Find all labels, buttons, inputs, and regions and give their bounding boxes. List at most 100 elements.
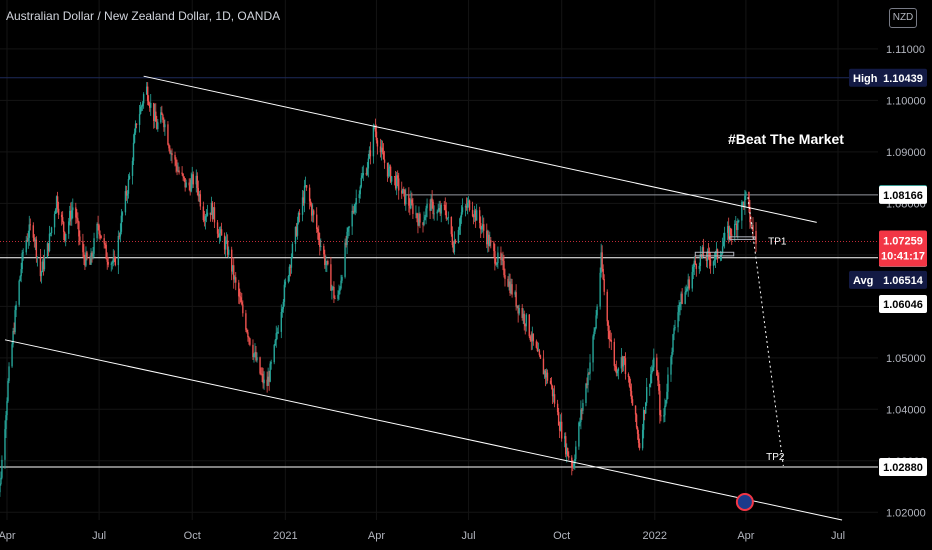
candle-body: [365, 173, 368, 175]
candle: [5, 411, 7, 438]
candle: [320, 238, 322, 251]
candle-body: [209, 212, 212, 215]
candle: [283, 279, 286, 307]
candle-body: [453, 240, 456, 252]
candle-body: [287, 276, 290, 282]
currency-badge[interactable]: NZD: [889, 8, 917, 28]
candle: [224, 236, 227, 257]
x-tick-label: Jul: [92, 530, 106, 542]
candle: [79, 230, 81, 245]
candle: [297, 211, 300, 225]
candle: [92, 246, 94, 260]
candle: [444, 197, 446, 216]
candle-body: [395, 175, 398, 189]
candle: [204, 214, 207, 230]
candle-body: [445, 210, 447, 219]
candle: [239, 288, 241, 305]
candle: [22, 248, 24, 261]
candle-body: [742, 202, 744, 203]
candle: [433, 205, 435, 221]
candle: [355, 189, 357, 214]
price-tag: 1.02880: [879, 457, 927, 476]
candle: [359, 185, 361, 199]
candle: [86, 250, 88, 261]
candle-body: [26, 240, 28, 241]
candle: [280, 304, 283, 339]
candle-body: [41, 261, 44, 273]
candle: [738, 219, 740, 223]
candle-body: [495, 263, 497, 265]
candle: [192, 171, 194, 188]
candle: [628, 376, 631, 388]
candle-body: [190, 179, 192, 192]
candle-body: [389, 166, 392, 182]
candle: [312, 209, 315, 223]
candle-body: [557, 412, 560, 426]
candle-body: [440, 204, 442, 214]
candle: [571, 455, 573, 476]
candle: [89, 255, 91, 265]
candle: [295, 223, 298, 237]
candle-body: [8, 366, 10, 381]
candle: [32, 222, 35, 242]
candle-body: [549, 380, 552, 384]
candle-body: [497, 252, 499, 264]
candle: [659, 383, 661, 424]
candle: [49, 232, 52, 237]
candle-body: [72, 207, 74, 211]
candle-body: [361, 175, 363, 178]
candle-body: [543, 370, 546, 375]
candle: [33, 234, 36, 248]
candle-body: [253, 353, 255, 358]
candle-body: [515, 292, 517, 307]
candle: [112, 249, 114, 267]
candle: [220, 222, 223, 236]
candle: [426, 198, 428, 218]
candle-body: [402, 188, 404, 194]
candle-body: [686, 288, 688, 291]
candle: [468, 199, 471, 212]
candle: [153, 102, 155, 129]
candle-body: [218, 233, 221, 238]
candle: [402, 188, 404, 194]
y-tick-label: 1.09000: [886, 147, 926, 159]
candle-body: [110, 263, 112, 265]
candle: [621, 355, 624, 373]
candle: [83, 244, 85, 265]
candle: [593, 327, 595, 340]
candle: [623, 355, 626, 365]
candle-body: [438, 208, 440, 211]
candle: [372, 123, 375, 164]
y-tick-label: 1.05000: [886, 353, 926, 365]
candle-body: [496, 263, 498, 265]
candle: [658, 372, 660, 395]
candle-body: [487, 234, 489, 245]
candle-body: [450, 216, 453, 235]
candle-body: [631, 399, 634, 406]
candle: [85, 246, 87, 268]
candle-body: [254, 351, 256, 354]
candle-body: [205, 215, 208, 217]
candle: [497, 246, 499, 269]
candle-body: [482, 224, 484, 227]
price-tag-value: 1.08166: [883, 190, 923, 202]
candle: [466, 197, 469, 215]
candle: [6, 397, 8, 421]
candle-body: [542, 358, 545, 375]
candle: [578, 421, 580, 450]
candle-body: [443, 204, 445, 206]
candle: [249, 337, 251, 347]
candle: [209, 212, 212, 222]
candle: [302, 190, 305, 206]
candle-body: [523, 313, 525, 324]
candle: [103, 233, 105, 249]
candle: [369, 141, 372, 165]
candle-body: [705, 256, 708, 261]
candle-body: [483, 224, 485, 231]
candle-body: [54, 209, 57, 214]
candle: [36, 256, 39, 267]
candle-body: [432, 201, 434, 215]
candle-body: [431, 198, 433, 202]
candle-body: [341, 276, 343, 281]
